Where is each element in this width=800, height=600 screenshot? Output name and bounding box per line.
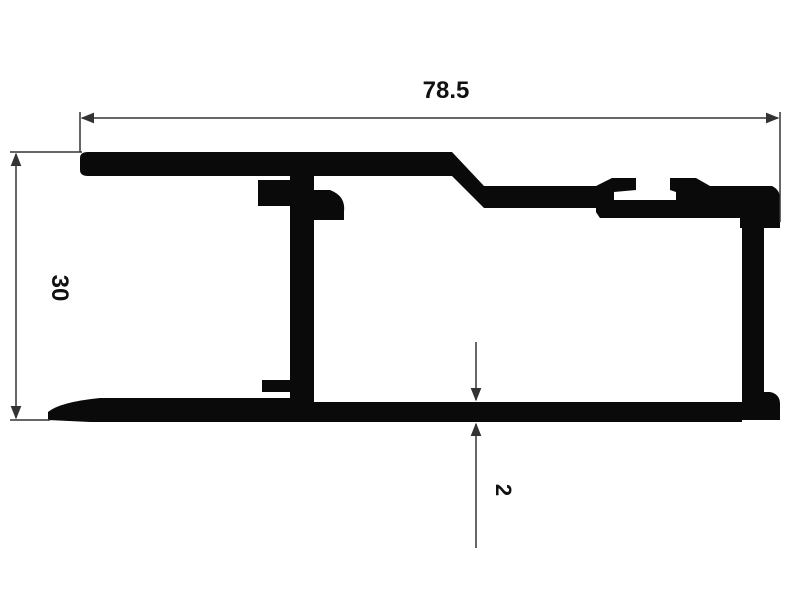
inner-stem xyxy=(290,176,314,402)
profile-inner-cavity xyxy=(316,222,740,400)
thickness-label: 2 xyxy=(491,484,516,496)
height-dimension: 30 xyxy=(10,151,82,421)
right-lower-lip xyxy=(742,392,780,420)
stem-right-tab xyxy=(312,190,345,220)
stem-lower-notch xyxy=(262,380,292,392)
width-label: 78.5 xyxy=(423,77,470,104)
bottom-flange xyxy=(48,398,742,422)
aluminum-profile-section xyxy=(48,152,780,422)
top-flange xyxy=(80,152,740,218)
right-wall xyxy=(742,220,764,398)
thickness-dimension: 2 xyxy=(470,342,516,548)
cavity-gap xyxy=(316,222,740,400)
height-label: 30 xyxy=(46,275,73,302)
width-dimension: 78.5 xyxy=(79,77,781,222)
right-groove-lugs xyxy=(596,178,780,228)
stem-top-cap xyxy=(258,180,292,206)
